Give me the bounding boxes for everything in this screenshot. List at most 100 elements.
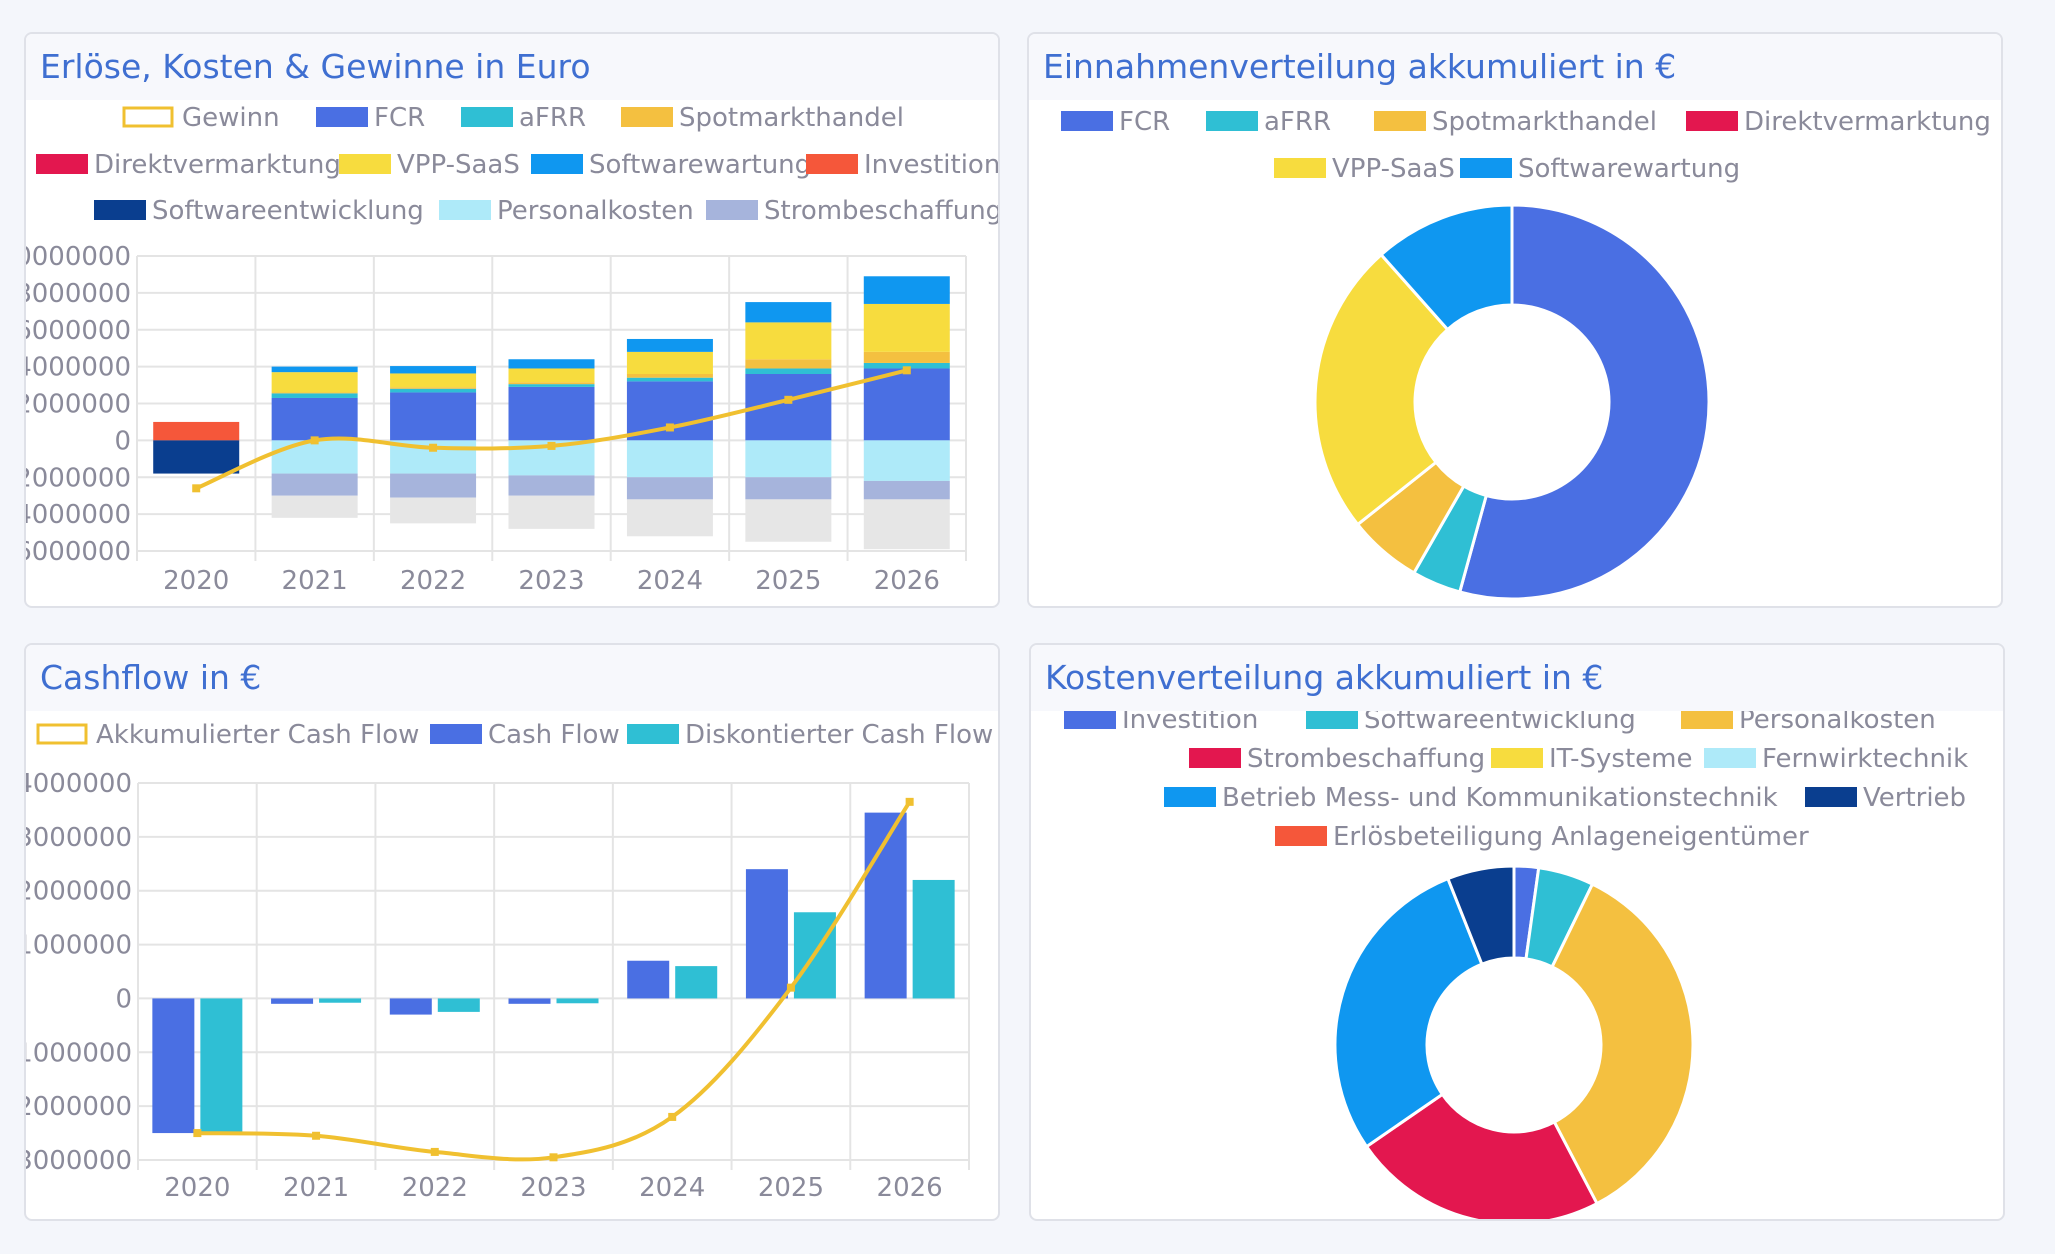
y-tick-label: -3000000 [26, 1146, 132, 1176]
bar-strombeschaffung-2024 [626, 477, 713, 500]
legend-swatch-akkumulierter-cash-flow [36, 723, 88, 745]
legend-swatch-direktvermarktung [1686, 111, 1738, 131]
profit-point-2021 [310, 436, 319, 445]
bar-softwarewartung-2026 [863, 276, 950, 304]
bar-softwarewartung-2022 [390, 366, 477, 374]
slice-vpp-saas [1313, 252, 1450, 527]
panel-title: Erlöse, Kosten & Gewinne in Euro [26, 34, 998, 100]
legend-swatch-softwarewartung [531, 154, 583, 174]
legend-label-gewinn: Gewinn [182, 103, 280, 133]
bar-strombeschaffung-2022 [390, 473, 477, 498]
y-tick-label: 0 [115, 984, 132, 1014]
bar-strombeschaffung-2025 [745, 477, 832, 500]
bar-diskontierter-cash-flow-2024 [675, 966, 718, 999]
y-tick-label: 4000000 [26, 769, 132, 799]
bar-softwarewartung-2023 [508, 359, 595, 369]
legend-swatch-vpp-saas [1274, 158, 1326, 178]
y-tick-label: 2000000 [26, 390, 131, 420]
legend-label-vertrieb: Vertrieb [1863, 783, 1966, 813]
slice-fcr [1457, 203, 1711, 601]
legend-label-softwarewartung: Softwarewartung [589, 150, 811, 180]
bar-rest-2023 [508, 495, 595, 529]
legend-swatch-investition [806, 154, 858, 174]
legend-swatch-vertrieb [1805, 787, 1857, 807]
legend-swatch-cash-flow [430, 724, 482, 744]
legend-label-spotmarkthandel: Spotmarkthandel [1432, 107, 1657, 137]
x-tick-label: 2024 [639, 1173, 705, 1203]
profit-point-2020 [192, 484, 201, 493]
cashflow-chart: Akkumulierter Cash Flow Cash Flow Diskonti… [26, 720, 993, 1203]
legend-label-strombeschaffung: Strombeschaffung [764, 196, 1000, 226]
legend-swatch-strombeschaffung [706, 200, 758, 220]
legend-label-investition: Investition [864, 150, 1000, 180]
cumulative-point-2026 [905, 797, 914, 806]
cumulative-point-2024 [668, 1112, 677, 1121]
legend-swatch-gewinn [122, 106, 174, 128]
legend-label-cash-flow: Cash Flow [488, 720, 620, 750]
legend-swatch-spotmarkthandel [621, 107, 673, 127]
y-tick-label: 1000000 [26, 931, 132, 961]
x-tick-label: 2025 [755, 566, 821, 596]
bar-spotmarkthandel-2021 [271, 392, 358, 394]
legend-label-akkumulierter-cash-flow: Akkumulierter Cash Flow [96, 720, 419, 750]
profit-point-2025 [784, 395, 793, 404]
bar-strombeschaffung-2023 [508, 475, 595, 496]
bar-fcr-2026 [863, 368, 950, 441]
bar-rest-2025 [745, 499, 832, 542]
bar-fcr-2023 [508, 386, 595, 441]
y-tick-label: 3000000 [26, 823, 132, 853]
bar-vpp-saas-2023 [508, 368, 595, 383]
legend-label-personalkosten: Personalkosten [497, 196, 694, 226]
bar-afrr-2021 [271, 393, 358, 398]
bar-personalkosten-2025 [745, 440, 832, 478]
legend-swatch-afrr [461, 107, 513, 127]
y-tick-label: 2000000 [26, 877, 132, 907]
legend-swatch-betrieb-mess-und-kommunikationstechnik [1164, 787, 1216, 807]
cumulative-point-2022 [430, 1147, 439, 1156]
bar-vpp-saas-2025 [745, 322, 832, 360]
bar-cash-flow-2020 [152, 998, 195, 1134]
slice-personalkosten [1550, 882, 1695, 1206]
bar-afrr-2023 [508, 384, 595, 387]
legend-label-vpp-saas: VPP-SaaS [397, 150, 520, 180]
x-tick-label: 2022 [402, 1173, 468, 1203]
bar-cash-flow-2023 [508, 998, 551, 1004]
cumulative-point-2025 [786, 983, 795, 992]
profit-point-2023 [547, 441, 556, 450]
x-tick-label: 2021 [283, 1173, 349, 1203]
x-tick-label: 2022 [400, 566, 466, 596]
cumulative-point-2023 [549, 1153, 558, 1162]
bar-cash-flow-2021 [271, 998, 314, 1004]
y-tick-label: -4000000 [26, 500, 131, 530]
panel-title: Kostenverteilung akkumuliert in € [1031, 645, 2003, 711]
legend-swatch-softwareentwicklung [94, 200, 146, 220]
bar-strombeschaffung-2026 [863, 480, 950, 500]
bar-cash-flow-2025 [745, 869, 788, 999]
legend-label-direktvermarktung: Direktvermarktung [94, 150, 341, 180]
bar-spotmarkthandel-2024 [626, 374, 713, 378]
y-tick-label: 4000000 [26, 353, 131, 383]
bar-strombeschaffung-2021 [271, 473, 358, 496]
legend-label-fcr: FCR [1119, 107, 1170, 137]
legend-label-spotmarkthandel: Spotmarkthandel [679, 103, 904, 133]
cost-distribution-chart: Investition Softwareentwicklung Personalko… [1064, 705, 1968, 1219]
legend-swatch-spotmarkthandel [1374, 111, 1426, 131]
legend-label-direktvermarktung: Direktvermarktung [1744, 107, 1991, 137]
bar-diskontierter-cash-flow-2021 [319, 998, 362, 1003]
bar-afrr-2025 [745, 368, 832, 374]
legend-swatch-investition [1064, 709, 1116, 729]
bar-fcr-2022 [390, 392, 477, 441]
slice-vertrieb [1445, 864, 1516, 967]
legend-swatch-it-systeme [1491, 748, 1543, 768]
bar-spotmarkthandel-2022 [390, 387, 477, 389]
legend-label-it-systeme: IT-Systeme [1549, 744, 1693, 774]
bar-vpp-saas-2024 [626, 351, 713, 374]
profit-point-2024 [665, 423, 674, 432]
legend-label-strombeschaffung: Strombeschaffung [1247, 744, 1485, 774]
bar-softwarewartung-2025 [745, 302, 832, 323]
bar-afrr-2022 [390, 388, 477, 393]
bar-cash-flow-2024 [627, 960, 670, 999]
legend-swatch-fcr [316, 107, 368, 127]
bar-personalkosten-2021 [271, 440, 358, 474]
bar-softwarewartung-2021 [271, 366, 358, 373]
